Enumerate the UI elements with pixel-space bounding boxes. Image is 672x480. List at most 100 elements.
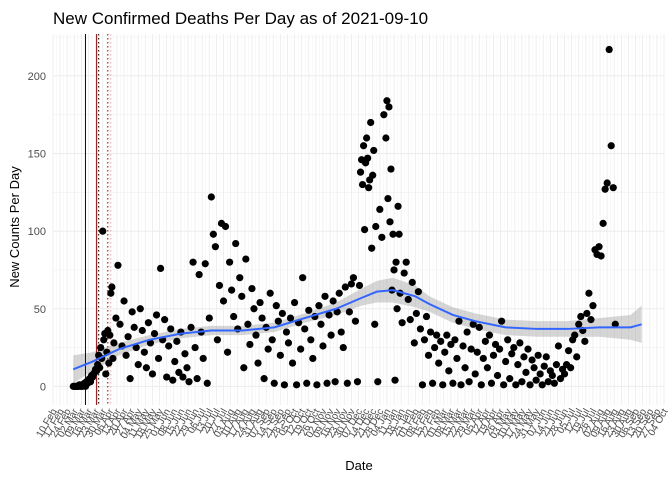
data-point [124,333,132,341]
data-point [114,261,122,269]
data-point [140,348,148,356]
data-point [299,274,307,282]
data-point [414,288,422,296]
data-point [583,309,591,318]
data-point [603,179,611,187]
data-point [487,379,496,387]
data-point [495,345,504,353]
data-point [297,345,305,353]
data-point [508,350,516,358]
y-axis-title: New Counts Per Day [7,166,22,288]
data-point [272,302,280,310]
data-point [167,325,175,333]
data-point [599,219,607,227]
data-point [597,252,605,260]
data-point [343,379,351,387]
data-point [339,343,347,352]
data-point [455,317,463,325]
data-point [571,331,579,339]
data-point [556,375,565,383]
data-point [469,320,477,328]
data-point [288,359,297,367]
data-point [106,331,114,339]
data-point [219,297,228,305]
data-point [548,371,556,380]
data-point [510,343,518,352]
data-point [390,266,398,274]
data-point [286,314,295,322]
data-point [209,230,217,238]
data-point [154,354,163,363]
data-point [554,342,563,350]
data-point [514,361,522,369]
data-point [238,292,246,300]
data-point [564,347,573,355]
data-point [349,274,358,282]
data-point [305,306,313,314]
data-point [136,305,144,313]
data-point [453,354,461,363]
data-point [378,233,386,241]
data-point [369,171,377,179]
data-point [526,381,534,389]
smooth-line [72,289,642,371]
data-point [386,218,394,226]
data-point [491,340,500,349]
data-point [384,194,392,203]
data-point [437,337,445,345]
data-point [130,323,138,331]
data-point [412,309,420,318]
data-point [128,308,136,316]
data-point [278,309,286,318]
data-points [69,45,619,390]
data-point [363,134,371,142]
data-point [264,345,272,353]
smooth-curve [72,289,642,371]
data-point [550,379,558,387]
data-point [532,376,540,384]
data-point [463,328,471,336]
data-point [443,331,451,339]
data-point [374,378,382,386]
data-point [398,319,406,327]
data-point [260,375,268,383]
y-tick-label: 50 [34,304,46,316]
data-point [187,323,195,331]
data-point [371,320,379,328]
data-point [109,354,117,363]
data-point [250,305,258,313]
data-point [266,289,274,297]
data-point [120,297,128,305]
data-point [341,283,349,291]
data-point [601,185,609,193]
data-point [489,351,498,359]
data-point [110,339,118,347]
data-point [483,364,491,372]
chart-title: New Confirmed Deaths Per Day as of 2021-… [53,9,428,28]
y-tick-label: 0 [40,381,46,393]
data-point [112,314,120,322]
data-point [356,168,365,176]
data-point [400,269,408,277]
data-point [538,381,546,389]
data-point [284,339,293,347]
data-point [573,353,581,361]
data-point [367,118,375,127]
data-point [161,316,169,324]
data-point [169,376,177,384]
data-point [309,354,317,363]
data-point [321,292,329,300]
data-point [402,258,410,266]
y-axis-ticks: 0 50 100 150 200 [28,71,46,393]
data-point [152,311,161,319]
data-point [609,184,617,192]
data-point [228,286,236,294]
data-point [211,243,219,251]
data-point [244,320,252,328]
data-point [441,348,449,356]
data-point [171,357,179,366]
data-point [575,320,583,328]
data-point [422,312,431,321]
